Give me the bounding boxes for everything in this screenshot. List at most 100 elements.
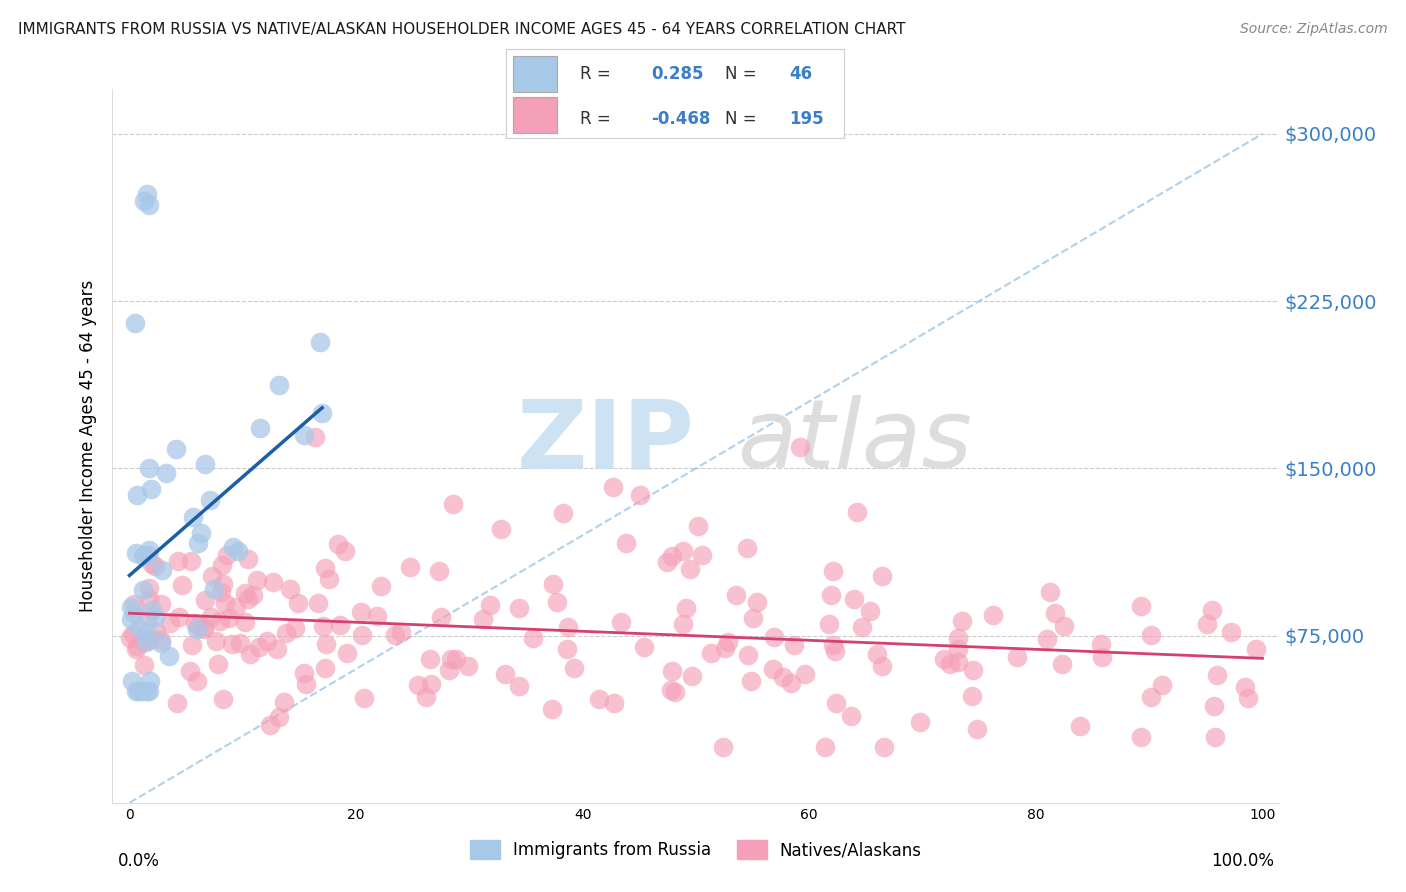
- Point: [128, 621, 150, 635]
- Point: [124, 316, 146, 330]
- Point: [314, 660, 336, 674]
- Point: [202, 582, 225, 596]
- Point: [471, 612, 494, 626]
- Point: [187, 536, 209, 550]
- Point: [132, 634, 155, 648]
- Point: [1195, 617, 1218, 632]
- Point: [136, 186, 159, 201]
- Point: [122, 627, 145, 641]
- Point: [194, 457, 217, 471]
- Point: [186, 674, 208, 689]
- Point: [138, 591, 160, 606]
- Point: [247, 640, 270, 655]
- Point: [934, 651, 956, 665]
- Point: [150, 563, 173, 577]
- Point: [212, 691, 235, 706]
- Point: [602, 480, 624, 494]
- Point: [1206, 668, 1229, 682]
- Point: [479, 598, 502, 612]
- Point: [150, 598, 173, 612]
- Point: [276, 626, 298, 640]
- Point: [1050, 657, 1073, 671]
- Point: [406, 678, 429, 692]
- Point: [772, 670, 794, 684]
- Point: [457, 659, 479, 673]
- Point: [138, 684, 160, 698]
- Text: N =: N =: [725, 65, 762, 83]
- Point: [225, 599, 247, 614]
- Point: [398, 560, 420, 574]
- Point: [824, 644, 846, 658]
- Point: [311, 405, 333, 419]
- Point: [169, 610, 191, 624]
- Point: [186, 622, 208, 636]
- Point: [166, 696, 188, 710]
- Point: [127, 684, 149, 698]
- Point: [562, 661, 585, 675]
- Point: [1035, 632, 1057, 646]
- Point: [872, 569, 894, 583]
- Point: [522, 631, 544, 645]
- Point: [238, 592, 260, 607]
- Point: [714, 641, 737, 656]
- Point: [427, 564, 450, 578]
- Text: -0.468: -0.468: [651, 110, 710, 128]
- Point: [783, 638, 806, 652]
- Point: [725, 589, 748, 603]
- Point: [266, 642, 288, 657]
- Point: [960, 690, 983, 704]
- Text: 195: 195: [790, 110, 824, 128]
- Point: [740, 674, 762, 689]
- Point: [159, 616, 181, 631]
- Point: [419, 652, 441, 666]
- Point: [180, 554, 202, 568]
- Point: [314, 561, 336, 575]
- Point: [307, 596, 329, 610]
- Point: [429, 610, 451, 624]
- Point: [215, 548, 238, 562]
- Point: [267, 378, 290, 392]
- Point: [866, 648, 889, 662]
- Point: [139, 674, 162, 689]
- Text: 0.0%: 0.0%: [118, 852, 160, 870]
- Point: [209, 585, 232, 599]
- Point: [262, 575, 284, 590]
- Point: [441, 497, 464, 511]
- Point: [839, 709, 862, 723]
- Point: [193, 623, 215, 637]
- Point: [121, 674, 143, 689]
- Text: R =: R =: [581, 110, 616, 128]
- Text: 0.285: 0.285: [651, 65, 704, 83]
- Point: [278, 582, 301, 597]
- Point: [844, 591, 866, 606]
- Point: [353, 690, 375, 705]
- Point: [218, 610, 240, 624]
- Point: [143, 558, 166, 573]
- Point: [557, 620, 579, 634]
- Point: [181, 509, 204, 524]
- Point: [135, 634, 157, 648]
- Point: [131, 549, 153, 564]
- Point: [284, 621, 307, 635]
- Point: [122, 606, 145, 620]
- Point: [946, 632, 969, 646]
- Point: [389, 624, 412, 639]
- Point: [136, 624, 159, 639]
- Point: [138, 632, 160, 647]
- Point: [602, 697, 624, 711]
- Point: [236, 552, 259, 566]
- Point: [134, 194, 156, 208]
- Point: [609, 615, 631, 630]
- Point: [700, 646, 723, 660]
- Point: [737, 648, 759, 662]
- Point: [315, 637, 337, 651]
- Point: [125, 546, 148, 560]
- Point: [1038, 585, 1060, 599]
- Point: [127, 639, 149, 653]
- Point: [131, 684, 153, 698]
- Point: [120, 599, 142, 614]
- Point: [1204, 698, 1226, 713]
- Point: [135, 684, 157, 698]
- Point: [546, 595, 568, 609]
- Point: [249, 421, 271, 435]
